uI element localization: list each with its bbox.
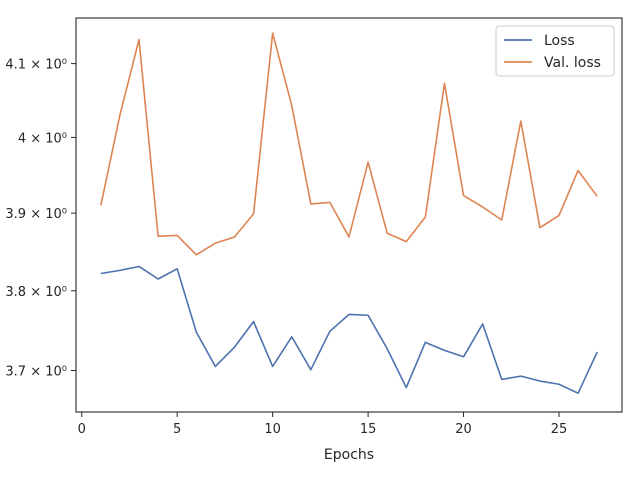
y-tick-label: 3.7 × 10⁰ xyxy=(5,365,67,380)
x-tick-label: 25 xyxy=(551,422,568,437)
x-tick-label: 10 xyxy=(264,422,281,437)
axes: 0 5 10 15 20 25 3.7 × 10⁰ 3.8 × 10⁰ 3.9 × 10⁰ 4 ×… xyxy=(5,17,623,437)
axes-frame xyxy=(75,17,623,413)
x-tick-label: 0 xyxy=(78,422,86,437)
series-line-0 xyxy=(100,265,598,395)
series-lines xyxy=(100,32,598,395)
x-axis-title: Epochs xyxy=(324,447,374,463)
legend-label: Loss xyxy=(544,33,575,49)
x-tick-label: 15 xyxy=(360,422,377,437)
x-tick-label: 5 xyxy=(173,422,181,437)
legend: Loss Val. loss xyxy=(495,25,615,77)
legend-box xyxy=(495,25,615,77)
y-tick-label: 3.9 × 10⁰ xyxy=(5,207,67,222)
y-tick-label: 3.8 × 10⁰ xyxy=(5,285,67,300)
y-tick-label: 4.1 × 10⁰ xyxy=(5,58,67,73)
legend-label: Val. loss xyxy=(544,55,601,71)
x-tick-label: 20 xyxy=(455,422,472,437)
y-tick-label: 4 × 10⁰ xyxy=(18,131,67,146)
